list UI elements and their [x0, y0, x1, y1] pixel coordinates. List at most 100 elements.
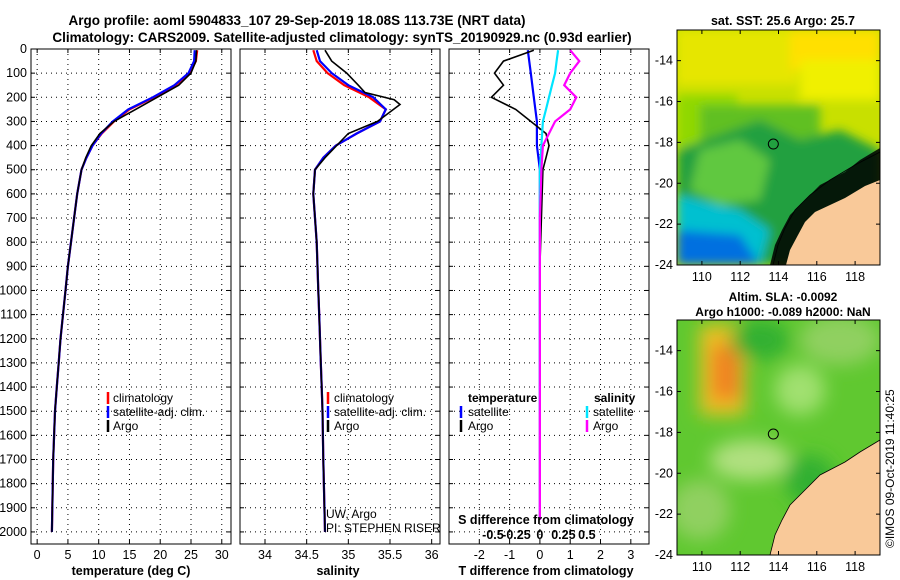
x-tick-label: 3 [627, 548, 634, 562]
header-line-1: Argo profile: aoml 5904833_107 29-Sep-20… [69, 13, 526, 28]
depth-tick-label: 500 [6, 163, 27, 177]
x-tick-label: 36 [425, 548, 439, 562]
map-lon-tick-label: 116 [807, 560, 827, 574]
x-tick-label: 0 [34, 548, 41, 562]
legend-argo-label: Argo [334, 419, 360, 433]
series-satellite-adj-clim- [50, 50, 196, 532]
x-tick-label: 25 [184, 548, 198, 562]
depth-tick-label: 1000 [0, 283, 27, 297]
depth-tick-label: 2000 [0, 525, 27, 539]
temperature-axis-label: temperature (deg C) [72, 564, 191, 578]
x-tick-label: 34 [258, 548, 272, 562]
map-lon-tick-label: 114 [769, 270, 789, 284]
x-tick-label: 35.5 [378, 548, 402, 562]
sla-map-title-2: Argo h1000: -0.089 h2000: NaN [695, 305, 870, 319]
series-argo [51, 50, 198, 532]
x-tick-label: -2 [474, 548, 485, 562]
credit-pi: PI: STEPHEN RISER [326, 521, 441, 535]
s-diff-tick-label: 0 [536, 528, 543, 542]
s-diff-tick-label: -0.5 [482, 528, 504, 542]
t-difference-axis-label: T difference from climatology [458, 564, 633, 578]
s-diff-tick-label: 0.5 [578, 528, 595, 542]
depth-tick-label: 1300 [0, 356, 27, 370]
depth-tick-label: 1600 [0, 428, 27, 442]
sst-map [677, 30, 880, 265]
map-lon-tick-label: 118 [845, 270, 865, 284]
sla-map [677, 320, 880, 555]
map-lon-tick-label: 114 [769, 560, 789, 574]
depth-tick-label: 1700 [0, 452, 27, 466]
depth-tick-label: 1100 [0, 308, 27, 322]
map-lon-tick-label: 112 [730, 270, 750, 284]
x-tick-label: 5 [64, 548, 71, 562]
map-lat-tick-label: -14 [655, 344, 673, 358]
series-climatology [50, 50, 199, 532]
s-diff-tick-label: -0.25 [502, 528, 531, 542]
temperature-panel [30, 48, 232, 545]
series-s-argo [538, 49, 581, 520]
legend-salinity-title: salinity [594, 391, 636, 405]
map-lon-tick-label: 116 [807, 270, 827, 284]
imos-credit: ©IMOS 09-Oct-2019 11:40:25 [883, 389, 897, 548]
profile-location-marker [767, 138, 779, 150]
difference-salinity-legend: salinity satellite Argo [585, 391, 636, 433]
depth-tick-label: 1500 [0, 404, 27, 418]
depth-tick-label: 900 [6, 259, 27, 273]
x-tick-label: 15 [123, 548, 137, 562]
salinity-panel [239, 48, 441, 545]
x-tick-label: 0 [536, 548, 543, 562]
map-lat-tick-label: -20 [655, 466, 673, 480]
map-lon-tick-label: 112 [730, 560, 750, 574]
s-difference-axis-label: S difference from climatology [458, 513, 634, 527]
legend-s-argo-label: Argo [593, 419, 619, 433]
legend-climatology-label: climatology [334, 391, 394, 405]
x-tick-label: 2 [597, 548, 604, 562]
series-argo [312, 49, 402, 532]
map-lat-tick-label: -22 [655, 217, 673, 231]
s-diff-tick-label: 0.25 [551, 528, 575, 542]
depth-tick-label: 1900 [0, 501, 27, 515]
depth-tick-label: 400 [6, 139, 27, 153]
depth-tick-label: 600 [6, 187, 27, 201]
map-lat-tick-label: -14 [655, 54, 673, 68]
legend-s-satellite-label: satellite [593, 405, 634, 419]
map-lat-tick-label: -24 [655, 258, 673, 272]
x-tick-label: 1 [567, 548, 574, 562]
series-s-satellite [538, 50, 560, 412]
map-lon-tick-label: 110 [692, 560, 712, 574]
x-tick-label: 35 [341, 548, 355, 562]
map-lat-tick-label: -16 [655, 385, 673, 399]
map-lat-tick-label: -18 [655, 425, 673, 439]
salinity-legend: climatology satellite-adj. clim. Argo [326, 391, 426, 433]
salinity-axis-label: salinity [316, 564, 359, 578]
header-line-2: Climatology: CARS2009. Satellite-adjuste… [52, 30, 631, 45]
sst-map-title: sat. SST: 25.6 Argo: 25.7 [711, 14, 855, 28]
credit-uw-argo: UW, Argo [326, 507, 377, 521]
legend-t-satellite-label: satellite [468, 405, 509, 419]
x-tick-label: 30 [215, 548, 229, 562]
temperature-legend: climatology satellite-adj. clim. Argo [106, 391, 205, 433]
difference-temperature-legend: temperature satellite Argo [459, 391, 538, 433]
map-lat-tick-label: -20 [655, 176, 673, 190]
depth-tick-label: 1800 [0, 477, 27, 491]
map-lat-tick-label: -18 [655, 135, 673, 149]
x-tick-label: -1 [504, 548, 515, 562]
profile-location-marker [767, 428, 779, 440]
legend-climatology-label: climatology [113, 391, 173, 405]
x-tick-label: 10 [92, 548, 106, 562]
legend-t-argo-label: Argo [468, 419, 494, 433]
depth-tick-label: 1200 [0, 332, 27, 346]
sla-map-title-1: Altim. SLA: -0.0092 [729, 290, 838, 304]
map-lon-tick-label: 118 [845, 560, 865, 574]
depth-tick-label: 1400 [0, 380, 27, 394]
depth-tick-label: 700 [6, 211, 27, 225]
x-tick-label: 20 [153, 548, 167, 562]
legend-satellite-label: satellite-adj. clim. [334, 405, 426, 419]
depth-tick-label: 200 [6, 90, 27, 104]
map-lat-tick-label: -22 [655, 507, 673, 521]
depth-tick-label: 800 [6, 235, 27, 249]
map-lat-tick-label: -24 [655, 548, 673, 562]
depth-tick-label: 0 [20, 42, 27, 56]
legend-satellite-label: satellite-adj. clim. [113, 405, 205, 419]
